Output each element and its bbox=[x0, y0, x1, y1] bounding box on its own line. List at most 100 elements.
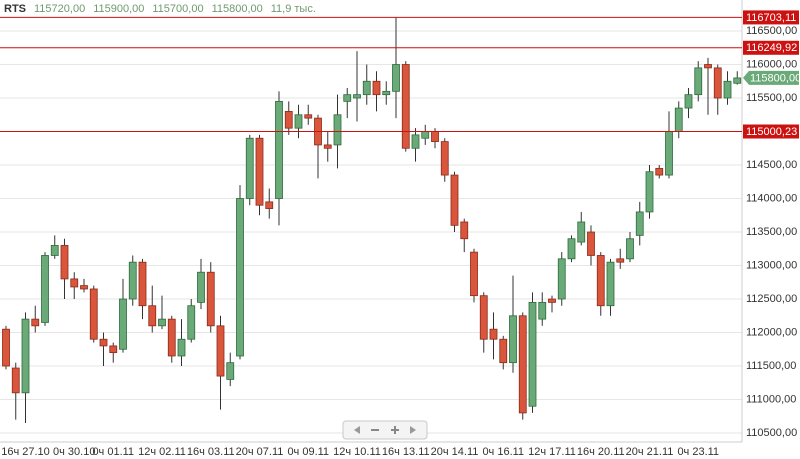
candle bbox=[31, 305, 40, 333]
candle-body bbox=[470, 251, 478, 297]
candle bbox=[372, 71, 381, 112]
x-tick-label: 0ч 09.11 bbox=[287, 446, 329, 458]
candle-body bbox=[226, 362, 235, 380]
y-tick-label: 111000,00 bbox=[746, 393, 796, 405]
candle-body bbox=[382, 90, 391, 96]
candle bbox=[635, 201, 644, 246]
level-label: 116703,11 bbox=[746, 12, 796, 24]
y-tick-label: 114000,00 bbox=[746, 192, 797, 204]
y-tick-label: 114500,00 bbox=[746, 159, 797, 171]
candle-body bbox=[733, 77, 742, 84]
scroll-right-button[interactable] bbox=[410, 426, 416, 434]
candle-body bbox=[89, 288, 98, 340]
candle-body bbox=[704, 64, 712, 69]
candle-body bbox=[567, 238, 576, 260]
candle-body bbox=[460, 221, 469, 240]
candle-body bbox=[450, 174, 459, 226]
level-label-box bbox=[743, 10, 799, 25]
candle bbox=[509, 275, 517, 373]
candle-body bbox=[167, 318, 176, 357]
candle bbox=[479, 292, 488, 353]
candle-body bbox=[606, 261, 615, 307]
x-tick-label: 12ч 17.11 bbox=[528, 446, 576, 458]
candle-body bbox=[616, 258, 625, 263]
candle-body bbox=[119, 298, 127, 350]
candle bbox=[401, 61, 410, 152]
level-label: 116249,92 bbox=[746, 42, 797, 54]
candle bbox=[518, 312, 527, 420]
candle-body bbox=[236, 198, 244, 357]
candle bbox=[245, 134, 254, 206]
candle-body bbox=[255, 137, 264, 206]
zoom-in-button[interactable] bbox=[391, 426, 399, 434]
candle bbox=[197, 258, 205, 310]
scroll-left-button[interactable] bbox=[354, 426, 360, 434]
candle bbox=[499, 335, 508, 370]
candle bbox=[557, 252, 566, 306]
candle-body bbox=[713, 67, 722, 99]
y-tick-label: 113000,00 bbox=[746, 259, 797, 271]
candle bbox=[713, 64, 722, 115]
candle-body bbox=[440, 141, 449, 176]
candle bbox=[128, 255, 137, 306]
candle-body bbox=[431, 131, 439, 142]
candle bbox=[567, 235, 576, 263]
candle bbox=[704, 57, 712, 115]
candle bbox=[119, 278, 127, 353]
candle-body bbox=[509, 315, 517, 364]
candle-body bbox=[411, 134, 420, 149]
candle-body bbox=[577, 221, 586, 243]
candle bbox=[158, 295, 166, 330]
plus-icon bbox=[391, 426, 399, 434]
candle bbox=[626, 232, 634, 263]
current-price-box bbox=[743, 70, 799, 85]
candle-body bbox=[265, 201, 274, 209]
candle bbox=[226, 352, 235, 387]
candle bbox=[538, 292, 547, 326]
candle bbox=[255, 134, 264, 216]
candle bbox=[284, 101, 293, 135]
candle bbox=[206, 262, 215, 333]
y-tick-label: 111500,00 bbox=[746, 360, 796, 372]
candle bbox=[382, 81, 391, 105]
candle bbox=[577, 211, 586, 246]
candle bbox=[489, 312, 498, 360]
quote-value: 115800,00 bbox=[212, 3, 263, 15]
candle-body bbox=[31, 318, 40, 327]
candle-body bbox=[60, 245, 69, 280]
candle bbox=[109, 342, 118, 363]
x-tick-label: 16ч 13.11 bbox=[382, 446, 430, 458]
candle-body bbox=[372, 80, 381, 96]
level-label-box bbox=[743, 124, 799, 139]
candle bbox=[392, 17, 400, 119]
candle-body bbox=[2, 328, 10, 367]
candle bbox=[138, 258, 147, 320]
candle bbox=[99, 332, 108, 367]
x-tick-label: 0ч 16.11 bbox=[482, 446, 524, 458]
quote-volume: 11,9 тыс. bbox=[271, 3, 316, 15]
candle-body bbox=[11, 367, 20, 394]
quote-value: 115900,00 bbox=[93, 3, 144, 15]
candle-body bbox=[626, 238, 634, 260]
x-tick-label: 0ч 23.11 bbox=[677, 446, 719, 458]
candle bbox=[177, 319, 186, 367]
candle-body bbox=[528, 301, 537, 407]
candle bbox=[616, 248, 625, 269]
candle-body bbox=[284, 111, 293, 129]
candle-body bbox=[245, 137, 254, 199]
candle bbox=[167, 315, 176, 363]
candle-body bbox=[50, 245, 59, 256]
candle-body bbox=[635, 211, 644, 236]
candle bbox=[70, 272, 79, 300]
candle bbox=[2, 325, 10, 370]
x-tick-label: 0ч 30.10 bbox=[53, 446, 95, 458]
candle-body bbox=[587, 231, 595, 256]
y-tick-label: 113500,00 bbox=[746, 226, 797, 238]
candle-body bbox=[41, 255, 49, 323]
candle bbox=[89, 285, 98, 343]
candle bbox=[528, 292, 537, 413]
candle-body bbox=[392, 64, 400, 92]
candle-body bbox=[518, 315, 527, 414]
candle-body bbox=[538, 301, 547, 320]
x-tick-label: 20ч 21.11 bbox=[626, 446, 674, 458]
